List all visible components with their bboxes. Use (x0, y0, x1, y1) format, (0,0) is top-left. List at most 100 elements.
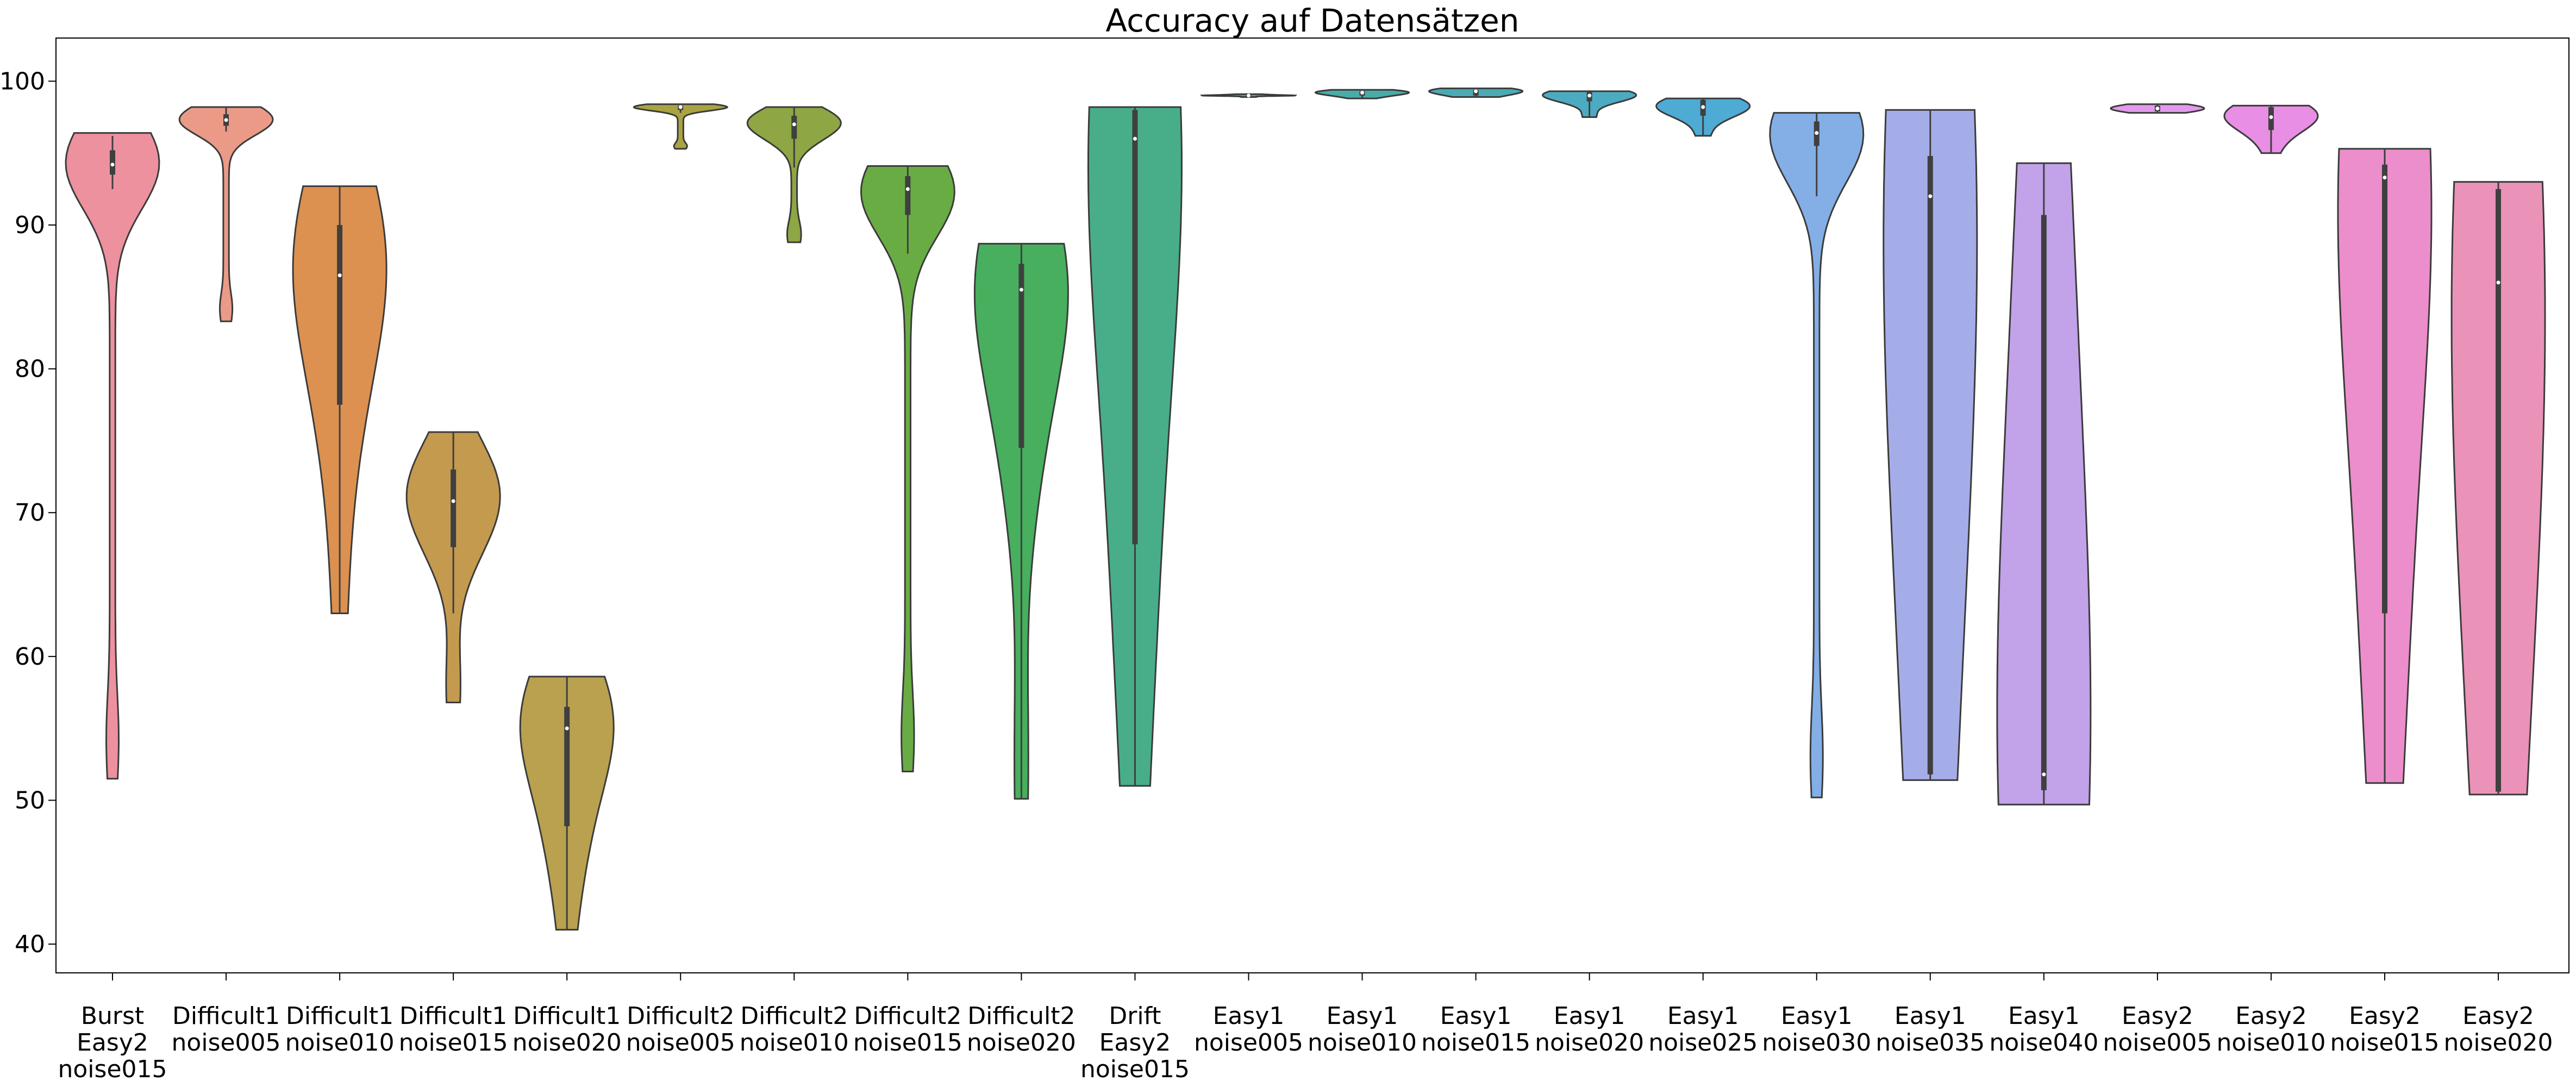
x-tick-label-line: Difficult1 (286, 1002, 393, 1030)
x-tick-label-line: Difficult1 (399, 1002, 507, 1030)
x-tick-label-line: Drift (1109, 1002, 1161, 1030)
x-tick-label: Difficult1 noise005 (172, 1002, 281, 1057)
x-tick-label-line: noise010 (1308, 1029, 1417, 1057)
violin-8 (860, 165, 955, 772)
y-tick-label: 80 (15, 355, 45, 383)
x-tick-label: Difficult1 noise020 (512, 1002, 622, 1057)
violin-10 (1087, 106, 1183, 787)
x-tick-label: Difficult1 noise015 (399, 1002, 508, 1057)
violin-median-dot (337, 273, 342, 278)
violin-1 (65, 132, 160, 780)
violins-group (65, 88, 2546, 931)
x-tick-label-line: Difficult2 (740, 1002, 848, 1030)
x-tick-label: Drift Easy2 noise015 (1080, 1002, 1190, 1083)
violin-17 (1883, 109, 1978, 781)
x-tick-label: Easy1 noise010 (1308, 1002, 1417, 1057)
violin-14 (1542, 90, 1637, 118)
x-tick-label-line: Burst (81, 1002, 144, 1030)
violin-median-dot (224, 118, 228, 122)
y-tick-label: 90 (15, 211, 45, 239)
violin-body (1769, 112, 1865, 798)
x-tick-label-line: Easy2 (77, 1029, 148, 1057)
violin-7 (746, 106, 842, 243)
violin-2 (178, 106, 274, 322)
x-tick-label-line: noise015 (1421, 1029, 1530, 1057)
x-tick-label-line: noise020 (512, 1029, 622, 1057)
x-tick-label-line: noise020 (1535, 1029, 1644, 1057)
violin-4 (405, 431, 501, 703)
x-tick-label-line: Easy1 (1895, 1002, 1966, 1030)
violin-iqr-box (564, 707, 570, 827)
x-tick-label: Easy1 noise040 (1989, 1002, 2098, 1057)
violin-body (633, 103, 729, 150)
x-tick-label: Easy2 noise020 (2444, 1002, 2553, 1057)
violin-11 (1199, 93, 1298, 98)
x-tick-label-line: noise015 (58, 1055, 167, 1083)
x-tick-label-line: noise010 (2216, 1029, 2325, 1057)
violin-iqr-box (110, 150, 115, 175)
x-tick-label-line: noise005 (172, 1029, 281, 1057)
violin-median-dot (1815, 131, 1819, 135)
violin-median-dot (1928, 194, 1933, 198)
x-tick-label: Easy1 noise025 (1648, 1002, 1758, 1057)
x-tick-label-line: Difficult1 (172, 1002, 280, 1030)
violin-iqr-box (791, 115, 797, 139)
x-tick-label-line: noise005 (626, 1029, 735, 1057)
violin-median-dot (792, 122, 796, 127)
violin-median-dot (1019, 288, 1023, 292)
x-tick-label-line: noise015 (853, 1029, 962, 1057)
violin-median-dot (110, 163, 115, 167)
violin-iqr-box (2041, 215, 2047, 790)
violin-22 (2450, 181, 2546, 796)
x-tick-label-line: Easy1 (2008, 1002, 2080, 1030)
violin-iqr-box (2496, 189, 2502, 792)
x-tick-label-line: Easy1 (1440, 1002, 1512, 1030)
violin-iqr-box (2382, 164, 2387, 614)
x-tick-label-line: Easy1 (1667, 1002, 1739, 1030)
y-axis: 40 50 60 70 80 90 100 (0, 67, 56, 958)
x-tick-label-line: Easy1 (1781, 1002, 1853, 1030)
x-tick-label-line: Easy2 (2349, 1002, 2421, 1030)
x-tick-label-line: Easy2 (2235, 1002, 2307, 1030)
x-tick-label-line: noise010 (285, 1029, 395, 1057)
y-tick-label: 70 (15, 499, 45, 527)
violin-19 (2110, 103, 2205, 114)
x-tick-label-line: noise020 (967, 1029, 1076, 1057)
x-tick-label: Difficult1 noise010 (285, 1002, 395, 1057)
x-tick-label: Difficult2 noise005 (626, 1002, 735, 1057)
violin-median-dot (1133, 136, 1137, 141)
violin-iqr-box (451, 469, 457, 547)
x-tick-label: Easy2 noise010 (2216, 1002, 2325, 1057)
x-tick-label: Easy1 noise035 (1875, 1002, 1985, 1057)
x-tick-label-line: Difficult1 (513, 1002, 621, 1030)
y-tick-label: 50 (15, 786, 45, 814)
violin-12 (1315, 89, 1410, 99)
violin-iqr-box (1927, 155, 1933, 774)
violin-16 (1769, 112, 1865, 798)
x-tick-label: Burst Easy2 noise015 (58, 1002, 167, 1083)
violin-body (860, 165, 955, 772)
violin-body (178, 106, 274, 322)
x-tick-label: Easy1 noise015 (1421, 1002, 1530, 1057)
x-tick-label-line: noise030 (1762, 1029, 1871, 1057)
violin-body (65, 132, 160, 780)
x-tick-label-line: Easy1 (1554, 1002, 1625, 1030)
x-tick-label-line: Easy1 (1327, 1002, 1398, 1030)
violin-5 (519, 676, 615, 931)
x-tick-label-line: Easy2 (2122, 1002, 2193, 1030)
x-tick-label-line: noise015 (2330, 1029, 2439, 1057)
x-tick-label: Easy2 noise005 (2103, 1002, 2212, 1057)
violin-median-dot (2155, 107, 2160, 111)
x-tick-label: Easy1 noise005 (1194, 1002, 1303, 1057)
x-tick-label-line: noise040 (1989, 1029, 2098, 1057)
x-tick-label-line: Easy1 (1213, 1002, 1285, 1030)
x-tick-label-line: Difficult2 (967, 1002, 1075, 1030)
y-tick-label: 60 (15, 643, 45, 671)
violin-iqr-box (905, 176, 911, 215)
violin-median-dot (1247, 93, 1251, 98)
plot-area-frame (55, 38, 2569, 973)
x-tick-label-line: noise005 (2103, 1029, 2212, 1057)
violin-body (746, 106, 842, 243)
violin-20 (2223, 104, 2319, 154)
